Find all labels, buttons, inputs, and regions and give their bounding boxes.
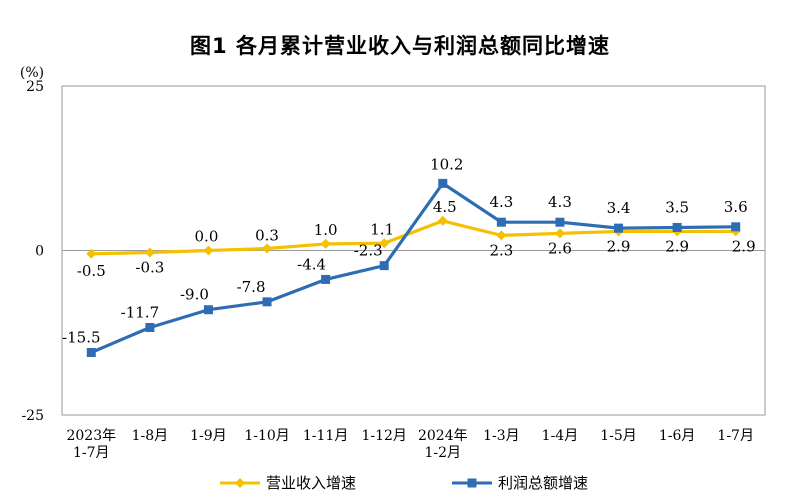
x-tick-label: 1-10月 bbox=[244, 428, 289, 444]
data-point-marker bbox=[262, 243, 273, 254]
data-label: 4.5 bbox=[433, 198, 457, 216]
x-tick-label: 1-7月 bbox=[73, 445, 110, 461]
x-tick-label: 1-6月 bbox=[659, 428, 696, 444]
data-point-marker bbox=[262, 297, 272, 307]
data-label: 1.1 bbox=[370, 220, 394, 238]
data-point-marker bbox=[86, 347, 96, 357]
data-point-marker bbox=[554, 228, 565, 239]
chart-title: 图1 各月累计营业收入与利润总额同比增速 bbox=[190, 34, 610, 58]
data-label: 3.4 bbox=[607, 199, 631, 217]
x-tick-label: 2023年 bbox=[66, 428, 116, 444]
data-label: -2.3 bbox=[354, 242, 383, 260]
data-point-marker bbox=[496, 217, 506, 227]
data-point-marker bbox=[320, 238, 331, 249]
x-tick-label: 1-3月 bbox=[483, 428, 520, 444]
x-tick-label: 1-11月 bbox=[303, 428, 348, 444]
legend-item: 营业收入增速 bbox=[220, 474, 356, 492]
data-label: -11.7 bbox=[121, 303, 159, 321]
data-label: 2.3 bbox=[489, 241, 513, 259]
data-point-marker bbox=[144, 247, 155, 258]
data-point-marker bbox=[672, 222, 682, 232]
data-label: 3.6 bbox=[724, 198, 748, 216]
data-point-marker bbox=[437, 215, 448, 226]
y-tick-label: 0 bbox=[35, 244, 44, 260]
data-label: 4.3 bbox=[489, 193, 513, 211]
x-tick-label: 1-7月 bbox=[717, 428, 754, 444]
data-point-marker bbox=[614, 223, 624, 233]
legend-item: 利润总额增速 bbox=[452, 474, 588, 492]
series-line bbox=[91, 219, 736, 256]
data-label: -0.5 bbox=[77, 262, 106, 280]
data-label: 10.2 bbox=[430, 155, 463, 173]
data-label: 2.6 bbox=[548, 239, 572, 257]
data-label: -15.5 bbox=[62, 328, 100, 346]
data-label: -9.0 bbox=[180, 286, 209, 304]
data-point-marker bbox=[496, 230, 507, 241]
data-label: 0.0 bbox=[195, 228, 219, 246]
data-point-marker bbox=[379, 261, 389, 271]
y-tick-label: 25 bbox=[26, 79, 44, 95]
x-tick-label: 1-5月 bbox=[600, 428, 637, 444]
y-tick-label: -25 bbox=[21, 408, 44, 424]
x-tick-label: 1-12月 bbox=[361, 428, 406, 444]
legend-label: 营业收入增速 bbox=[266, 474, 356, 492]
data-point-marker bbox=[731, 222, 741, 232]
data-label: 2.9 bbox=[607, 237, 631, 255]
y-unit-label: (%) bbox=[20, 65, 44, 81]
data-label: 2.9 bbox=[665, 237, 689, 255]
data-label: 1.0 bbox=[314, 221, 338, 239]
data-point-marker bbox=[86, 248, 97, 259]
data-point-marker bbox=[555, 217, 565, 227]
data-label: -4.4 bbox=[297, 255, 326, 273]
x-tick-label: 1-2月 bbox=[425, 445, 462, 461]
legend-marker bbox=[235, 478, 245, 488]
data-label: 4.3 bbox=[548, 193, 572, 211]
data-label: 3.5 bbox=[665, 198, 689, 216]
data-point-marker bbox=[438, 178, 448, 188]
x-tick-label: 2024年 bbox=[418, 428, 468, 444]
data-point-marker bbox=[145, 322, 155, 332]
data-label: 2.9 bbox=[732, 237, 756, 255]
series-line bbox=[90, 181, 736, 354]
data-point-marker bbox=[203, 245, 214, 256]
data-label: -0.3 bbox=[135, 258, 164, 276]
legend-label: 利润总额增速 bbox=[498, 474, 588, 492]
legend-marker bbox=[467, 478, 477, 488]
x-tick-label: 1-8月 bbox=[132, 428, 169, 444]
data-point-marker bbox=[321, 274, 331, 284]
x-tick-label: 1-9月 bbox=[190, 428, 227, 444]
x-tick-label: 1-4月 bbox=[542, 428, 579, 444]
data-point-marker bbox=[203, 305, 213, 315]
data-label: 0.3 bbox=[255, 227, 279, 245]
data-point-marker bbox=[379, 238, 390, 249]
data-label: -7.8 bbox=[237, 278, 266, 296]
